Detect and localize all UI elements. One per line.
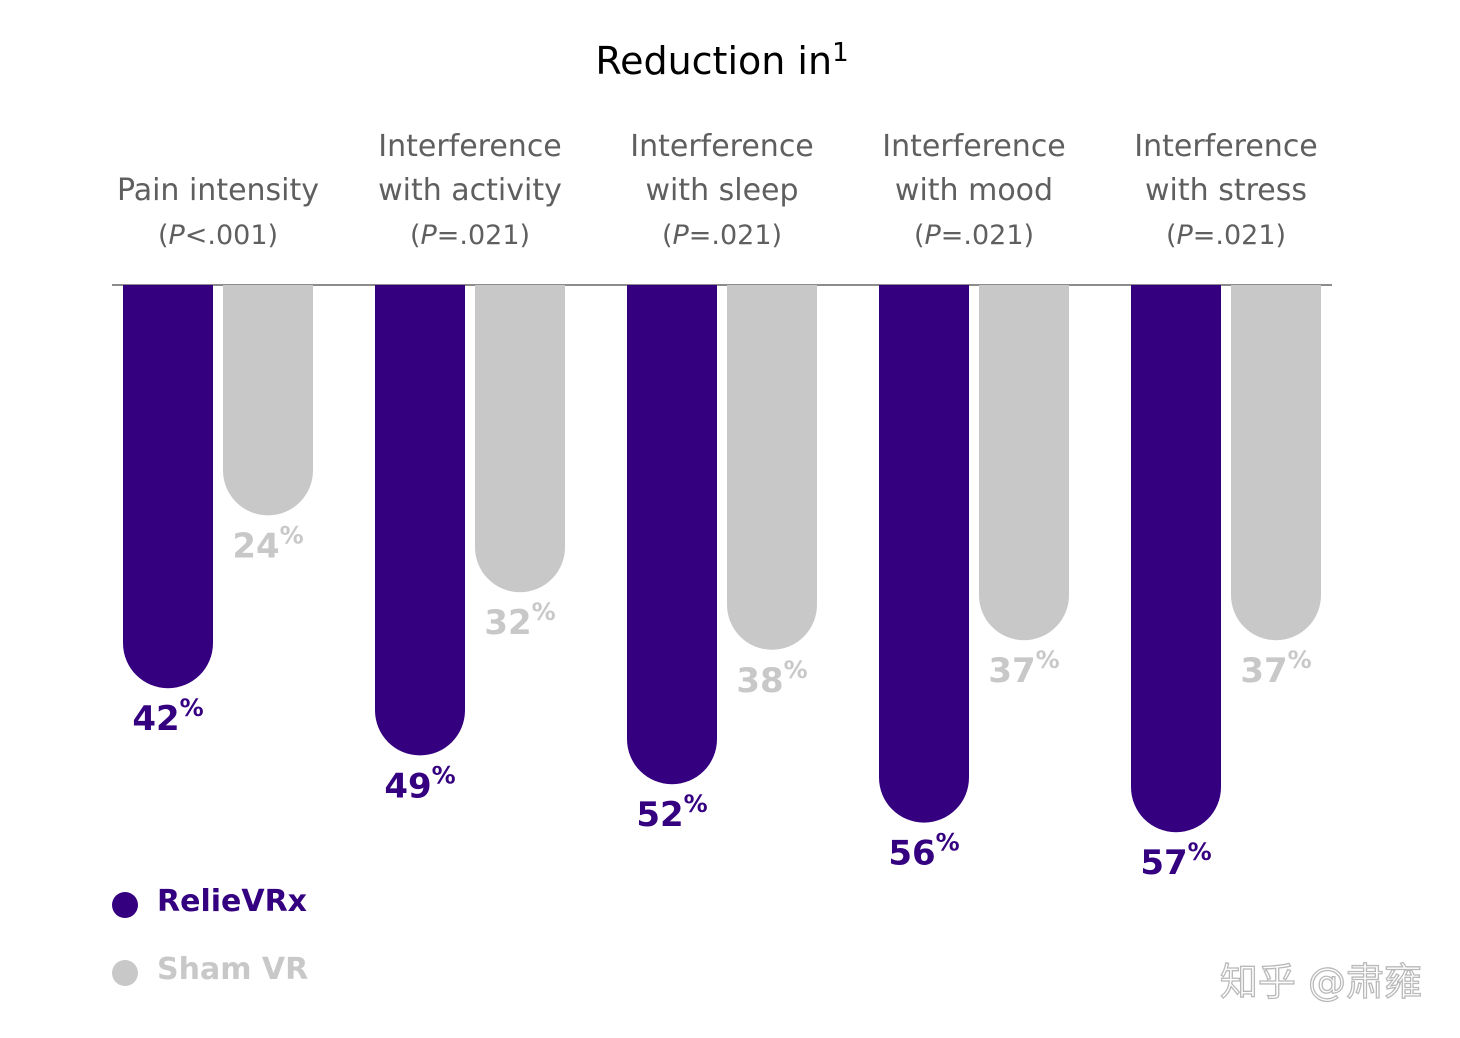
chart-title: Reduction in1 <box>595 38 848 83</box>
bars <box>123 285 1321 833</box>
bar-sham-vr-5 <box>1231 285 1321 641</box>
bar-sham-vr-3 <box>727 285 817 650</box>
p-value-label-4: (P=.021) <box>914 220 1034 251</box>
value-label-relievrx-3: 52% <box>636 790 707 835</box>
bar-relievrx-1 <box>123 285 213 689</box>
value-label-relievrx-1: 42% <box>132 694 203 739</box>
value-label-sham-vr-2: 32% <box>484 598 555 643</box>
legend-marker-relievrx <box>112 892 138 918</box>
category-labels: Pain intensity (P<.001) Interference with a… <box>117 129 1318 251</box>
value-label-relievrx-5: 57% <box>1140 838 1211 883</box>
category-label-1-line-1: Pain intensity <box>117 173 319 208</box>
bar-sham-vr-2 <box>475 285 565 593</box>
bar-relievrx-4 <box>879 285 969 823</box>
p-value-label-3: (P=.021) <box>662 220 782 251</box>
value-label-relievrx-4: 56% <box>888 829 959 874</box>
chart-title-superscript: 1 <box>832 38 849 68</box>
category-label-3-line-2: with sleep <box>645 173 798 208</box>
legend-marker-sham-vr <box>112 960 138 986</box>
category-label-5-line-2: with stress <box>1145 173 1307 208</box>
category-label-5-line-1: Interference <box>1134 129 1318 164</box>
category-label-2-line-1: Interference <box>378 129 562 164</box>
legend: RelieVRx Sham VR <box>112 884 308 987</box>
p-value-label-5: (P=.021) <box>1166 220 1286 251</box>
legend-label-relievrx: RelieVRx <box>157 884 307 919</box>
category-label-4-line-1: Interference <box>882 129 1066 164</box>
bar-relievrx-2 <box>375 285 466 756</box>
legend-label-sham-vr: Sham VR <box>157 952 308 987</box>
value-labels: 42% 24% 49% 32% 52% 38% 56% 37% 57% 37% <box>132 521 1311 883</box>
value-label-sham-vr-1: 24% <box>232 521 303 566</box>
category-label-2-line-2: with activity <box>378 173 562 208</box>
bar-sham-vr-1 <box>223 285 313 516</box>
value-label-sham-vr-3: 38% <box>736 656 807 701</box>
p-value-label-2: (P=.021) <box>410 220 530 251</box>
category-label-3-line-1: Interference <box>630 129 814 164</box>
value-label-relievrx-2: 49% <box>384 761 455 806</box>
bar-relievrx-3 <box>627 285 717 785</box>
bar-sham-vr-4 <box>979 285 1069 641</box>
value-label-sham-vr-5: 37% <box>1240 646 1311 691</box>
watermark-text: 知乎 @肃雍 <box>1220 960 1422 1004</box>
p-value-label-1: (P<.001) <box>158 220 278 251</box>
chart-title-text: Reduction in <box>595 39 832 83</box>
bar-relievrx-5 <box>1131 285 1221 833</box>
category-label-4-line-2: with mood <box>895 173 1053 208</box>
value-label-sham-vr-4: 37% <box>988 646 1059 691</box>
